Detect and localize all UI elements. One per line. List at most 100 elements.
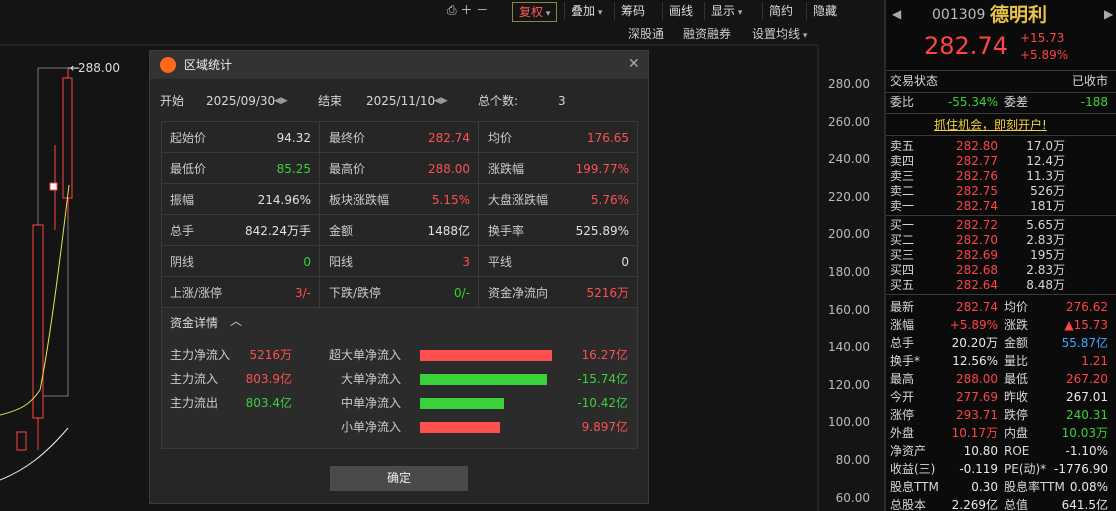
book-volume: 526万 [1030,184,1065,198]
toolbar-button[interactable]: 简约 [762,2,799,20]
stat-label: 最终价 [329,131,366,145]
toolbar-button[interactable]: 隐藏 [806,2,843,20]
kline-chart [0,44,819,511]
book-price: 282.76 [956,169,998,183]
prev-arrow[interactable]: ◀ [892,7,902,21]
next-arrow[interactable]: ▶ [1104,7,1114,21]
quote-value: +5.89% [949,318,998,332]
stat-cell [479,122,638,153]
book-volume: 11.3万 [1026,169,1065,183]
count: 3 [558,94,566,108]
book-volume: 17.0万 [1026,139,1065,153]
end-date[interactable]: 2025/11/10 [366,94,436,108]
axis-label: 60.00 [835,490,870,505]
sub-button[interactable]: 融资融券 [683,27,732,41]
order-value: -10.42亿 [577,396,628,410]
quote-value: 267.20 [1066,372,1108,386]
status: 已收市 [1071,74,1108,88]
detail-title[interactable]: 资金详情 [170,316,219,330]
quote-value: 10.03万 [1061,426,1108,440]
stat-label: 下跌/跌停 [329,286,382,300]
book-label: 卖五 [890,139,915,153]
axis-label: 280.00 [828,77,870,91]
quote-value: 2.269亿 [951,498,998,511]
toolbar-button[interactable]: 筹码 [614,2,651,20]
start-date[interactable]: 2025/09/30 [206,94,276,108]
quote-label: 内盘 [1004,426,1029,440]
order-bar [420,350,552,361]
axis-label: 220.00 [828,189,870,204]
separator [886,70,1116,71]
stat-label: 资金净流向 [488,286,549,300]
flow-value: 803.9亿 [245,372,292,386]
ratio-label: 委比 [890,95,915,109]
candle [49,182,58,191]
quote-value: 277.69 [956,390,998,404]
book-price: 282.64 [956,278,998,292]
stepper[interactable]: ◀▶ [434,96,448,106]
ok-button[interactable]: 确定 [330,466,468,491]
quote-value: 641.5亿 [1061,498,1108,511]
quote-value: 12.56% [952,354,998,368]
tool-icons[interactable]: ⎙ ＋ － [447,3,489,17]
toolbar-button[interactable]: 显示 [704,2,748,20]
stat-value: 5.15% [431,193,470,207]
quote-value: 267.01 [1066,390,1108,404]
stat-label: 涨跌幅 [488,162,525,176]
quote-panel: ◀ 001309 德明利 ▶ 282.74 +15.73 +5.89% 交易状态 已收市 委比 -5… [884,0,1116,511]
book-volume: 181万 [1030,199,1065,213]
quote-value: -1.10% [1065,444,1108,458]
stat-label: 换手率 [488,224,525,238]
stat-value: 3 [462,255,470,269]
toolbar-button[interactable]: 复权 [512,2,558,22]
separator [886,294,1116,295]
toolbar-button[interactable]: 叠加 [564,2,608,20]
dialog: 区域统计 ✕ 确定 开始 2025/09/30 ◀▶ 结束 2025/11/10 ◀▶ 总个… [149,50,649,504]
stat-cell [161,246,320,277]
stat-cell [479,277,638,308]
toolbar-button[interactable]: 画线 [662,2,699,20]
logo [160,57,176,73]
quote-value: 282.74 [956,300,998,314]
end-label: 结束 [318,94,343,108]
sub-button[interactable]: 设置均线 [752,26,807,44]
stat-label: 金额 [329,224,354,238]
stepper[interactable]: ◀▶ [274,96,288,106]
candle [62,77,73,199]
book-volume: 8.48万 [1026,278,1065,292]
quote-label: 总手 [890,336,915,350]
stat-label: 均价 [488,131,513,145]
dialog-title: 区域统计 [184,58,233,72]
stat-value: 176.65 [587,131,629,145]
candle [16,431,27,451]
order-value: -15.74亿 [577,372,628,386]
order-label: 超大单净流入 [328,348,401,362]
close-button[interactable]: ✕ [628,56,640,72]
book-volume: 195万 [1030,248,1065,262]
quote-label: 收益(三) [890,462,936,476]
stat-cell [161,184,320,215]
book-label: 卖一 [890,199,915,213]
quote-value: 276.62 [1066,300,1108,314]
quote-label: 涨幅 [890,318,915,332]
stat-cell [320,153,479,184]
quote-label: 净资产 [890,444,927,458]
collapse-icon[interactable]: ︿ [230,314,243,328]
book-label: 买一 [890,218,915,232]
quote-value: 55.87亿 [1061,336,1108,350]
book-price: 282.68 [956,263,998,277]
quote-value: ▲15.73 [1064,318,1108,332]
stat-value: 85.25 [276,162,311,176]
quote-label: 金额 [1004,336,1029,350]
flow-label: 主力流入 [170,372,219,386]
stat-label: 总手 [170,224,195,238]
stat-label: 阴线 [170,255,195,269]
quote-value: -1776.90 [1054,462,1108,476]
sub-button[interactable]: 深股通 [628,27,665,41]
book-label: 买二 [890,233,915,247]
order-label: 大单净流入 [340,372,401,386]
price: 282.74 [924,32,1008,60]
ad-link[interactable]: 抓住机会，即刻开户! [934,118,1047,132]
quote-label: 换手* [890,354,921,368]
